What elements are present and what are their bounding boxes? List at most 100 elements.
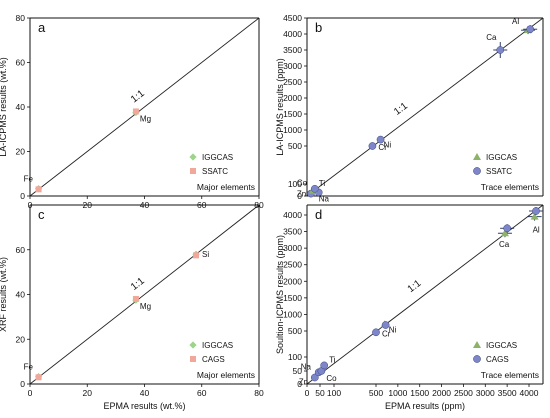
- legend-label: SSATC: [486, 167, 512, 176]
- x-tick-label: 3500: [498, 388, 517, 398]
- element-label-zn: Zn: [297, 190, 306, 199]
- panel-caption: Major elements: [197, 182, 255, 192]
- y-axis-title: LA-ICPMS results (wt.%): [0, 57, 8, 157]
- element-label-si: Si: [202, 250, 209, 259]
- element-label-cr: Cr: [378, 143, 387, 152]
- y-tick-label: 0: [297, 191, 302, 201]
- x-tick-label: 500: [369, 388, 383, 398]
- data-point-ca: [503, 224, 511, 233]
- element-label-al: Al: [533, 226, 540, 235]
- legend-marker: [190, 168, 196, 174]
- y-tick-label: 40: [16, 102, 26, 112]
- legend-label: CAGS: [486, 355, 509, 364]
- data-point-zn: [310, 373, 319, 382]
- y-tick-label: 2500: [283, 260, 302, 270]
- x-tick-label: 60: [197, 388, 207, 398]
- element-label-ti: Ti: [329, 355, 336, 364]
- y-tick-label: 1500: [283, 109, 302, 119]
- data-point-al: [530, 212, 539, 220]
- x-tick-label: 40: [140, 388, 150, 398]
- element-label-mg: Mg: [140, 115, 151, 124]
- one-to-one-line: [29, 204, 260, 385]
- y-tick-label: 80: [16, 13, 26, 23]
- y-tick-label: 0: [297, 379, 302, 389]
- legend-label: CAGS: [202, 355, 225, 364]
- y-tick-label: 3000: [283, 243, 302, 253]
- y-tick-label: 100: [288, 179, 302, 189]
- one-to-one-label: 1:1: [392, 100, 410, 117]
- x-tick-label: 0: [305, 388, 310, 398]
- legend-marker: [473, 153, 481, 160]
- element-label-fe: Fe: [24, 175, 34, 184]
- data-point-ti: [320, 361, 329, 370]
- legend-label: IGGCAS: [202, 153, 233, 162]
- legend-marker: [190, 356, 196, 362]
- x-tick-label: 80: [254, 388, 264, 398]
- element-label-zn: Zn: [299, 378, 308, 387]
- y-tick-label: 40: [16, 290, 26, 300]
- data-point-mg: [132, 295, 139, 302]
- legend-marker: [473, 167, 481, 175]
- one-to-one-label: 1:1: [129, 275, 147, 292]
- data-point-ca: [496, 46, 505, 54]
- panel-letter: a: [38, 20, 46, 35]
- y-tick-label: 3500: [283, 45, 302, 55]
- panel-b: 0 100 500 1000 1500 2000 2500 3000 3500 4000 4500 1…: [275, 13, 544, 203]
- data-point-fe: [35, 374, 42, 381]
- y-tick-label: 20: [16, 334, 26, 344]
- panel-d: 0 50 100 500 1000 1500 2000 2500 3000 3500 4000050…: [275, 204, 544, 411]
- y-axis-title: LA-ICPMS results (ppm): [275, 58, 285, 156]
- y-tick-label: 60: [16, 58, 26, 68]
- panel-letter: d: [315, 207, 322, 222]
- legend-marker: [473, 341, 481, 348]
- legend-marker: [473, 355, 481, 363]
- element-label-cr: Cr: [382, 329, 391, 338]
- data-point-fe: [35, 186, 42, 193]
- y-tick-label: 4000: [283, 29, 302, 39]
- data-point-ca: [500, 229, 509, 237]
- panel-caption: Trace elements: [481, 370, 539, 380]
- y-tick-label: 2000: [283, 93, 302, 103]
- data-point-cr: [368, 142, 377, 150]
- element-label-ni: Ni: [389, 325, 397, 334]
- y-tick-label: 0: [20, 191, 25, 201]
- panel-letter: c: [38, 207, 45, 222]
- y-tick-label: 100: [288, 352, 302, 362]
- x-tick-label: 1500: [410, 388, 429, 398]
- x-axis-title: EPMA results (wt.%): [103, 401, 185, 411]
- y-tick-label: 1000: [283, 309, 302, 319]
- panel-c: 0 20 40 60 80 0 20 40 60 1:1 c EPMA results (wt.%) X…: [0, 204, 264, 411]
- one-to-one-line: [306, 17, 544, 197]
- legend-label: IGGCAS: [486, 341, 517, 350]
- data-point-ti: [310, 184, 319, 193]
- one-to-one-line: [29, 17, 260, 197]
- data-point-cr: [372, 328, 380, 337]
- legend-label: IGGCAS: [486, 153, 517, 162]
- x-tick-label: 4000: [520, 388, 539, 398]
- y-tick-label: 3500: [283, 227, 302, 237]
- legend-label: IGGCAS: [202, 341, 233, 350]
- y-tick-label: 1500: [283, 293, 302, 303]
- element-label-ni: Ni: [384, 141, 392, 150]
- x-tick-label: 100: [327, 388, 341, 398]
- data-point-al: [526, 25, 535, 34]
- y-tick-label: 1000: [283, 125, 302, 135]
- y-axis-title: Soultion-ICPMS results (ppm): [275, 235, 285, 354]
- panel-letter: b: [315, 20, 322, 35]
- data-point-ni: [376, 135, 385, 144]
- element-label-na: Na: [301, 362, 312, 371]
- element-label-ti: Ti: [319, 179, 326, 188]
- one-to-one-label: 1:1: [129, 88, 147, 105]
- legend-marker: [189, 153, 197, 161]
- y-tick-label: 60: [16, 245, 26, 255]
- x-axis-title: EPMA results (ppm): [385, 401, 465, 411]
- data-point-si: [193, 252, 200, 259]
- panel-caption: Trace elements: [481, 182, 539, 192]
- element-label-mg: Mg: [140, 302, 151, 311]
- data-point-mg: [132, 108, 139, 115]
- y-tick-label: 3000: [283, 61, 302, 71]
- y-tick-label: 500: [288, 326, 302, 336]
- y-tick-label: 20: [16, 147, 26, 157]
